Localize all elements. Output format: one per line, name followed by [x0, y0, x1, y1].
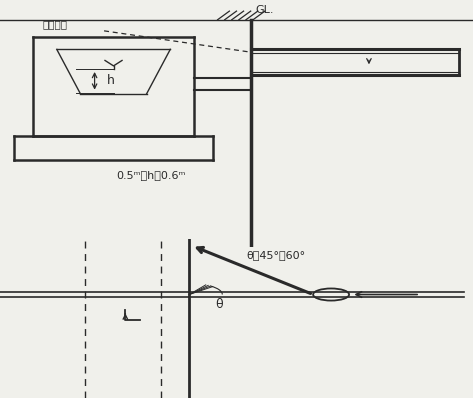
Text: GL.: GL.	[255, 5, 274, 15]
Text: 0.5ᵐ＜h＜0.6ᵐ: 0.5ᵐ＜h＜0.6ᵐ	[117, 170, 186, 179]
Text: 動水勾配: 動水勾配	[43, 19, 68, 29]
Text: θ: θ	[215, 298, 223, 311]
Text: θ＝45°～60°: θ＝45°～60°	[246, 250, 305, 260]
Text: h: h	[106, 74, 114, 87]
